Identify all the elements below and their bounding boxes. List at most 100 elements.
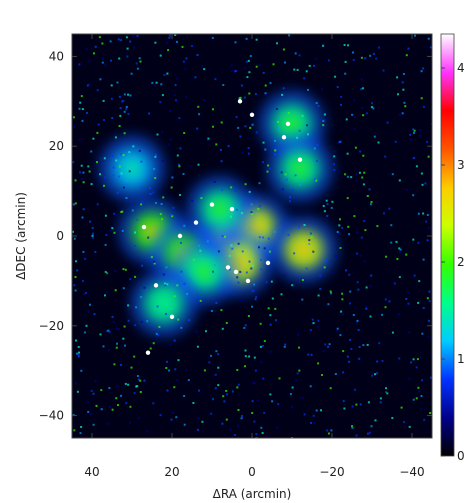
noise-pixel [353, 215, 356, 218]
noise-pixel [312, 414, 315, 417]
noise-pixel [179, 194, 181, 196]
noise-pixel [358, 346, 361, 348]
noise-pixel [268, 167, 271, 170]
noise-pixel [271, 297, 274, 300]
noise-pixel [310, 235, 313, 238]
noise-pixel [88, 170, 91, 173]
noise-pixel [149, 347, 152, 350]
noise-pixel [420, 408, 423, 411]
noise-pixel [355, 322, 358, 325]
noise-pixel [399, 248, 402, 251]
noise-pixel [175, 40, 178, 43]
noise-pixel [174, 34, 177, 36]
noise-pixel [342, 350, 345, 353]
noise-pixel [122, 186, 125, 189]
noise-pixel [102, 345, 105, 348]
noise-pixel [315, 409, 318, 412]
noise-pixel [173, 339, 176, 342]
noise-pixel [420, 172, 423, 175]
noise-pixel [381, 313, 383, 316]
noise-pixel [136, 67, 139, 70]
noise-pixel [114, 270, 117, 273]
noise-pixel [399, 250, 401, 253]
noise-pixel [277, 151, 279, 154]
noise-pixel [420, 395, 423, 397]
bright-point [285, 121, 291, 126]
noise-pixel [362, 114, 365, 117]
noise-pixel [111, 227, 114, 230]
noise-pixel [365, 307, 368, 310]
noise-pixel [77, 346, 80, 348]
noise-pixel [228, 268, 231, 271]
bright-point [229, 206, 235, 212]
noise-pixel [316, 325, 319, 328]
noise-pixel [307, 353, 310, 356]
noise-pixel [422, 105, 425, 108]
noise-pixel [195, 331, 198, 333]
noise-pixel [79, 171, 81, 174]
noise-pixel [268, 250, 271, 253]
noise-pixel [254, 93, 257, 96]
noise-pixel [168, 36, 171, 39]
noise-pixel [385, 387, 387, 390]
noise-pixel [158, 325, 161, 328]
noise-pixel [322, 44, 325, 47]
noise-pixel [248, 92, 251, 95]
noise-pixel [210, 412, 213, 415]
noise-pixel [115, 159, 118, 162]
y-axis-label: ΔDEC (arcmin) [14, 192, 28, 280]
noise-pixel [107, 329, 110, 332]
x-tick-label: −40 [399, 465, 424, 479]
noise-pixel [99, 333, 102, 336]
noise-pixel [335, 255, 337, 257]
noise-pixel [365, 286, 368, 289]
noise-pixel [75, 260, 77, 263]
noise-pixel [149, 193, 152, 195]
noise-pixel [427, 227, 430, 230]
noise-pixel [77, 355, 80, 358]
noise-pixel [110, 97, 113, 100]
noise-pixel [221, 422, 224, 425]
noise-pixel [102, 57, 104, 60]
noise-pixel [373, 135, 376, 138]
noise-pixel [322, 350, 325, 352]
noise-pixel [215, 301, 218, 304]
noise-pixel [115, 213, 118, 216]
noise-pixel [274, 139, 276, 142]
noise-pixel [315, 102, 318, 105]
noise-pixel [321, 374, 323, 376]
noise-pixel [354, 146, 357, 149]
noise-pixel [132, 145, 135, 148]
noise-pixel [173, 386, 176, 389]
noise-pixel [403, 101, 406, 104]
noise-pixel [123, 93, 126, 96]
noise-pixel [240, 212, 243, 215]
noise-pixel [329, 290, 332, 293]
emission-core [297, 242, 311, 257]
noise-pixel [155, 81, 158, 84]
noise-pixel [355, 403, 358, 406]
noise-pixel [248, 355, 251, 358]
noise-pixel [309, 385, 312, 388]
noise-pixel [140, 320, 143, 323]
noise-pixel [317, 105, 320, 108]
noise-pixel [360, 78, 363, 81]
noise-pixel [87, 401, 89, 404]
noise-pixel [348, 360, 351, 363]
noise-pixel [351, 113, 354, 116]
bright-point [169, 314, 175, 319]
noise-pixel [346, 152, 349, 155]
noise-pixel [341, 292, 344, 295]
noise-pixel [421, 183, 424, 186]
noise-pixel [73, 284, 76, 287]
noise-pixel [330, 292, 333, 295]
noise-pixel [80, 178, 83, 181]
noise-pixel [225, 389, 228, 392]
noise-pixel [251, 400, 254, 403]
noise-pixel [326, 203, 329, 206]
noise-pixel [323, 210, 326, 213]
noise-pixel [336, 86, 339, 89]
noise-pixel [312, 322, 315, 325]
noise-pixel [327, 432, 330, 435]
noise-pixel [239, 96, 242, 99]
